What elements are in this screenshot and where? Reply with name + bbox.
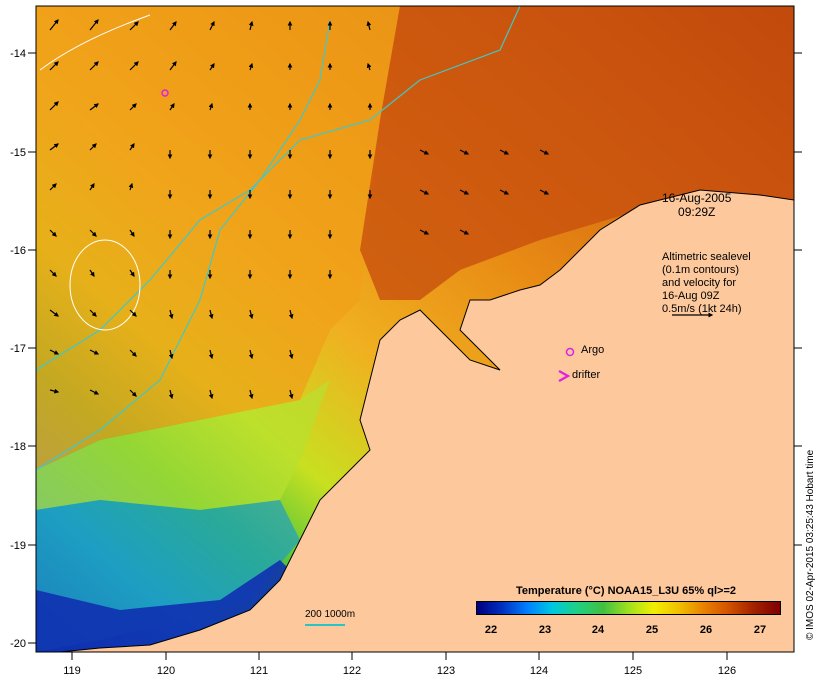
isobath-200m (36, 6, 521, 371)
colorbar-tick: 22 (484, 624, 498, 636)
lon-label: 124 (530, 665, 548, 677)
lon-label: 126 (718, 665, 736, 677)
legend-line: and velocity for (662, 277, 736, 289)
colorbar-tick: 23 (538, 624, 552, 636)
lon-label: 123 (437, 665, 455, 677)
lon-label: 121 (250, 665, 268, 677)
lat-label: -16 (10, 245, 26, 257)
cool-band (36, 380, 330, 510)
velocity-arrows (49, 19, 714, 400)
isobath-scale-label: 200 1000m (305, 609, 356, 620)
isobath-1000m (36, 19, 331, 471)
colorbar-tick: 25 (645, 624, 659, 636)
lat-label: -20 (10, 638, 26, 650)
plot-border (35, 5, 795, 653)
lat-label: -14 (10, 48, 26, 60)
argo-float-marker-north (161, 89, 169, 97)
argo-label: Argo (581, 344, 605, 356)
legend-line: 0.5m/s (1kt 24h) (662, 303, 742, 315)
date-text: 16-Aug-2005 (662, 191, 732, 205)
time-text: 09:29Z (678, 205, 716, 219)
lon-label: 122 (343, 665, 361, 677)
legend-line: Altimetric sealevel (662, 251, 751, 263)
drifter-label: drifter (572, 369, 601, 381)
colorbar-tick: 24 (591, 624, 605, 636)
legend-line: 16-Aug 09Z (662, 290, 720, 302)
warm-zone (360, 6, 794, 300)
sealevel-contour-north (39, 14, 151, 71)
lon-axis (71, 652, 728, 660)
lon-label: 125 (624, 665, 642, 677)
land-australia (60, 190, 794, 652)
velocity-legend: Altimetric sealevel (0.1m contours) and … (662, 251, 751, 316)
lat-tick-labels: -14 -15 -16 -17 -18 -19 -20 (10, 48, 26, 650)
lat-label: -17 (10, 343, 26, 355)
lat-label: -19 (10, 540, 26, 552)
lat-axis (28, 52, 802, 644)
isobath-scale-line (305, 624, 345, 626)
drifter-marker (558, 370, 571, 382)
colorbar-tick: 27 (753, 624, 767, 636)
coastline (59, 189, 794, 652)
lon-tick-labels: 119 120 121 122 123 124 125 126 (63, 665, 736, 677)
colorbar-title: Temperature (°C) NOAA15_L3U 65% ql>=2 (516, 585, 736, 597)
lon-label: 120 (157, 665, 175, 677)
colorbar-tick: 26 (699, 624, 713, 636)
credit-text: © IMOS 02-Apr-2015 03:25:43 Hobart time (805, 449, 816, 640)
legend-line: (0.1m contours) (662, 264, 740, 276)
lat-label: -18 (10, 441, 26, 453)
lon-label: 119 (63, 665, 81, 677)
temperature-colorbar (476, 601, 781, 615)
timestamp-block: 16-Aug-2005 09:29Z (662, 191, 731, 219)
argo-float-marker (565, 347, 575, 357)
sealevel-contour (69, 239, 141, 331)
lat-label: -15 (10, 147, 26, 159)
